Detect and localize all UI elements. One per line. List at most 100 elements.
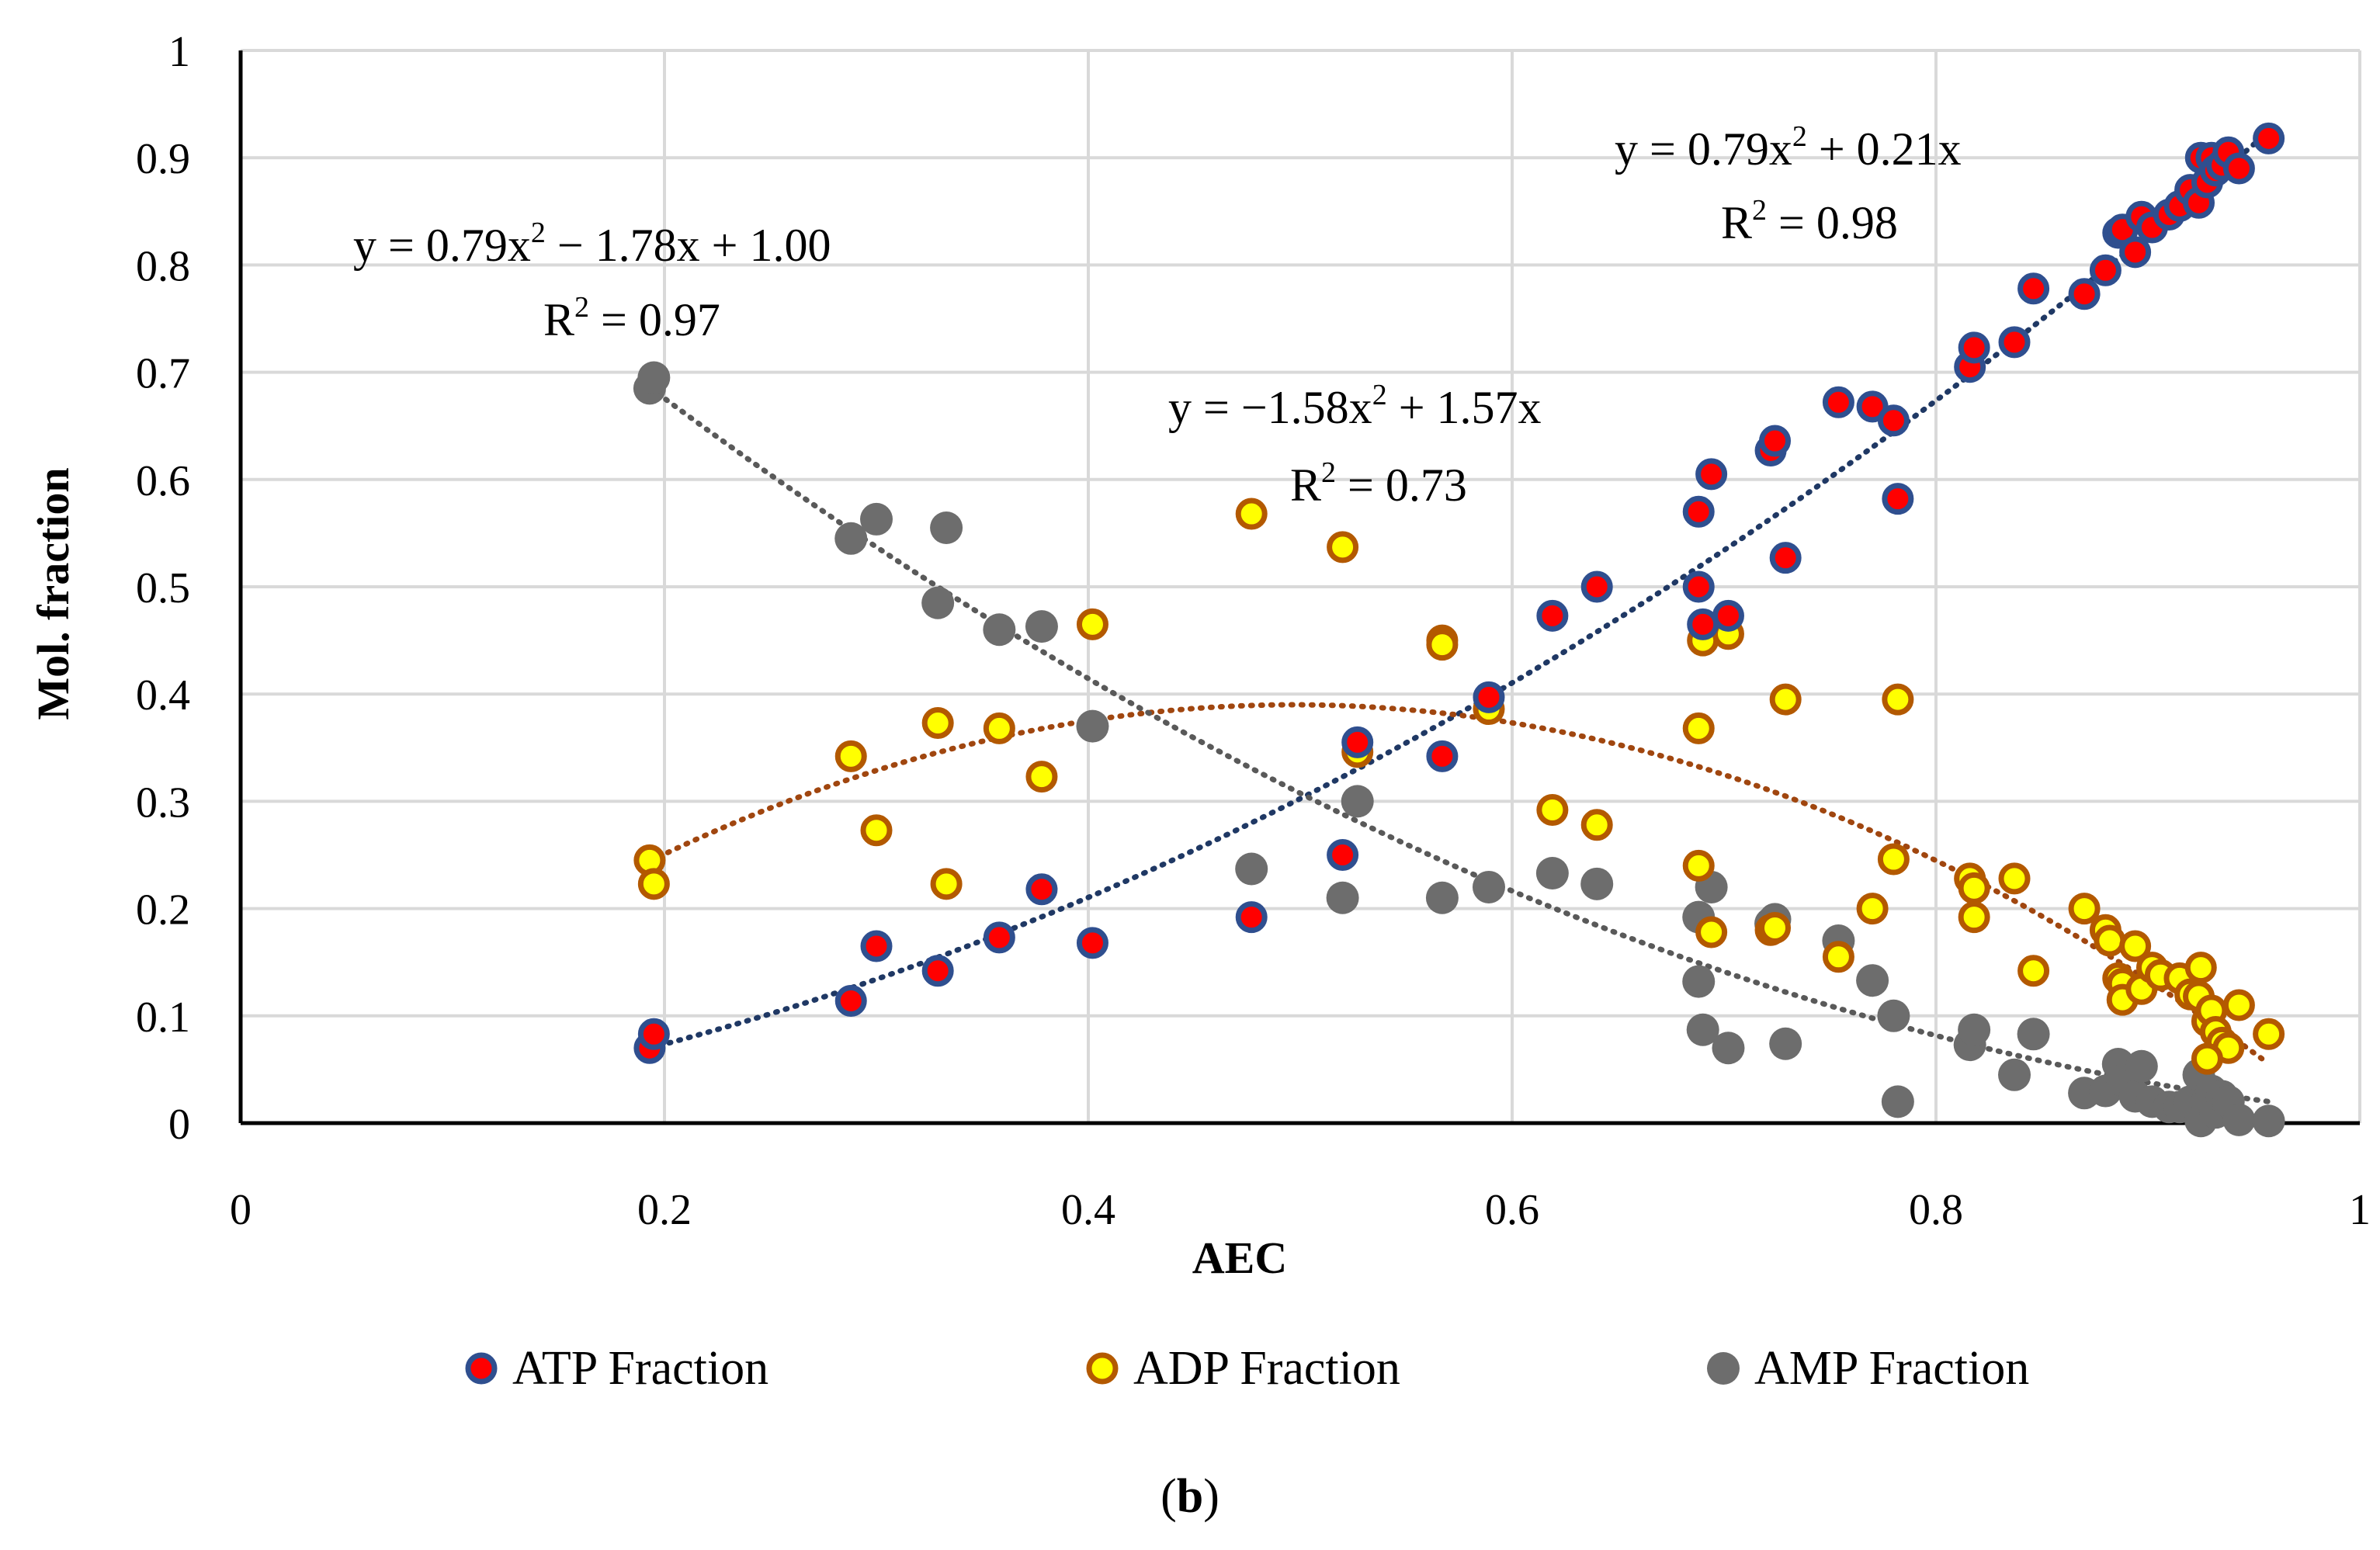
atp-point bbox=[1769, 542, 1802, 574]
atp-point bbox=[1712, 599, 1744, 632]
atp-point bbox=[1580, 570, 1613, 603]
amp-point bbox=[860, 502, 893, 536]
adp-point bbox=[1426, 629, 1459, 661]
atp-point bbox=[2222, 152, 2255, 185]
legend-label-amp: AMP Fraction bbox=[1754, 1342, 2029, 1395]
atp-point bbox=[1998, 326, 2031, 359]
trendlines bbox=[647, 128, 2272, 1104]
atp-point bbox=[1341, 726, 1374, 758]
amp-point bbox=[637, 361, 671, 394]
amp-point bbox=[2125, 1049, 2158, 1083]
adp-point bbox=[860, 814, 893, 847]
atp-point bbox=[2017, 272, 2050, 305]
adp-point bbox=[2191, 1042, 2223, 1075]
grid-lines bbox=[241, 49, 2361, 1123]
amp-point bbox=[834, 522, 868, 555]
legend-label-adp: ADP Fraction bbox=[1133, 1342, 1400, 1395]
y-tick-label: 1 bbox=[168, 28, 190, 76]
figure-caption: (b) bbox=[1161, 1470, 1219, 1523]
adp-point bbox=[1856, 893, 1889, 925]
amp-point bbox=[1998, 1058, 2031, 1091]
adp-point bbox=[1327, 531, 1359, 563]
atp-point bbox=[1822, 386, 1854, 418]
y-tick-label: 0.9 bbox=[136, 135, 190, 183]
amp-point bbox=[1025, 610, 1058, 643]
amp-point bbox=[1076, 709, 1109, 743]
amp-trendline bbox=[647, 384, 2272, 1104]
legend-label-atp: ATP Fraction bbox=[512, 1342, 768, 1395]
amp-point bbox=[2252, 1104, 2285, 1138]
adp-point bbox=[2119, 930, 2152, 962]
atp-point bbox=[1958, 331, 1990, 364]
adp-point bbox=[2222, 989, 2255, 1021]
y-tick-label: 0.2 bbox=[136, 886, 190, 935]
amp-point bbox=[2222, 1103, 2256, 1136]
adp-point bbox=[1682, 849, 1715, 882]
atp-point bbox=[2089, 254, 2122, 286]
adp-point bbox=[930, 868, 963, 900]
adp-point bbox=[1682, 712, 1715, 744]
amp-trend-r2: R2 = 0.97 bbox=[543, 291, 720, 345]
amp-point bbox=[1881, 1085, 1914, 1118]
adp-point bbox=[1877, 843, 1910, 876]
atp-trend-r2: R2 = 0.98 bbox=[1721, 194, 1898, 248]
adp-point bbox=[921, 707, 954, 740]
amp-point bbox=[1958, 1013, 1991, 1046]
atp-point bbox=[2068, 278, 2101, 310]
atp-point bbox=[1695, 458, 1728, 491]
atp-point bbox=[834, 984, 867, 1017]
amp-point bbox=[921, 586, 955, 619]
atp-point bbox=[983, 921, 1015, 954]
legend-marker-adp bbox=[1086, 1352, 1119, 1385]
adp-point bbox=[1822, 941, 1854, 973]
x-tick-label: 0.8 bbox=[1909, 1186, 1963, 1234]
atp-point bbox=[1327, 839, 1359, 871]
adp-point bbox=[1580, 809, 1613, 841]
amp-point bbox=[1235, 852, 1268, 886]
amp-point bbox=[1472, 870, 1505, 903]
x-tick-label: 0.4 bbox=[1061, 1186, 1115, 1234]
atp-point bbox=[1025, 873, 1058, 906]
atp-point bbox=[1682, 570, 1715, 603]
adp-trendline bbox=[647, 702, 2272, 1066]
amp-point bbox=[2017, 1018, 2050, 1051]
adp-point bbox=[2068, 893, 2101, 925]
atp-point bbox=[637, 1018, 670, 1050]
adp-point bbox=[2184, 952, 2217, 984]
amp-point bbox=[1341, 785, 1374, 818]
atp-point bbox=[2119, 236, 2152, 269]
adp-point bbox=[637, 868, 670, 900]
tick-labels: 0 0.1 0.2 0.3 0.4 0.5 0.6 0.7 0.8 0.9 1 0 0.2 0.4 0.6 0… bbox=[136, 28, 2371, 1234]
atp-trendline bbox=[647, 128, 2272, 1051]
x-tick-label: 0.6 bbox=[1485, 1186, 1539, 1234]
amp-point bbox=[1535, 856, 1569, 889]
atp-point bbox=[921, 955, 954, 987]
atp-point bbox=[1877, 404, 1910, 437]
atp-point bbox=[1759, 425, 1792, 457]
adp-point bbox=[1536, 793, 1569, 826]
amp-point bbox=[1682, 965, 1716, 998]
y-tick-label: 0.6 bbox=[136, 457, 190, 505]
atp-point bbox=[1235, 901, 1268, 934]
adp-point bbox=[1998, 862, 2031, 895]
amp-point bbox=[930, 511, 963, 544]
adp-point bbox=[983, 712, 1015, 744]
adp-point bbox=[1769, 683, 1802, 716]
adp-point bbox=[2017, 955, 2050, 987]
amp-trend-equation: y = 0.79x2 − 1.78x + 1.00 bbox=[353, 217, 831, 271]
adp-point bbox=[1235, 498, 1268, 530]
axes bbox=[238, 50, 2360, 1125]
atp-point bbox=[860, 930, 893, 962]
adp-point bbox=[1076, 608, 1108, 640]
amp-point bbox=[1712, 1032, 1745, 1065]
amp-point bbox=[1425, 881, 1459, 914]
adp-point bbox=[1958, 872, 1990, 904]
x-tick-label: 0 bbox=[230, 1186, 252, 1234]
adp-point bbox=[1025, 761, 1058, 793]
y-tick-label: 0.8 bbox=[136, 242, 190, 290]
y-tick-label: 0 bbox=[168, 1101, 190, 1149]
adp-trend-r2: R2 = 0.73 bbox=[1290, 456, 1467, 511]
atp-point bbox=[1536, 599, 1569, 632]
adp-trend-equation: y = −1.58x2 + 1.57x bbox=[1168, 379, 1542, 433]
atp-point bbox=[1076, 927, 1108, 959]
